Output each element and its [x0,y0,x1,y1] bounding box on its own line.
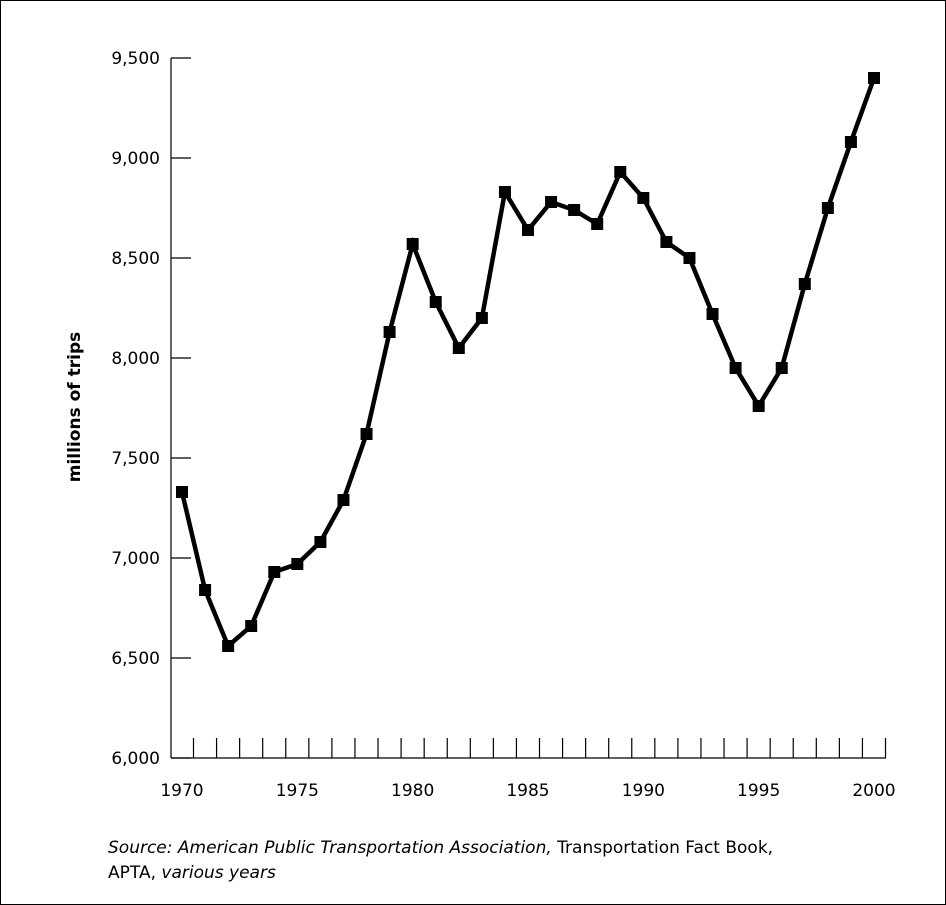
y-tick-label: 9,000 [111,149,160,169]
data-point [383,326,396,338]
x-tick-label: 1995 [737,781,780,801]
y-tick-label: 7,000 [111,549,160,569]
data-point [545,196,558,208]
series-line [179,77,877,650]
data-point [222,640,235,652]
data-point [844,136,857,148]
data-point [176,486,188,498]
data-point [821,202,834,214]
data-point [406,238,419,250]
x-tick-label: 2000 [852,781,895,801]
x-tick-label: 1970 [160,781,203,801]
data-point [475,312,488,324]
y-tick-label: 6,000 [111,749,160,769]
data-point [775,362,788,374]
source-years: various years [161,863,276,883]
data-point [452,342,465,354]
series-markers [176,72,880,652]
data-point [498,186,511,198]
x-tick-label: 1985 [506,781,549,801]
data-point [706,308,719,320]
data-point [568,204,581,216]
data-point [660,236,673,248]
source-book: Transportation Fact Book, [551,838,774,858]
data-point [245,620,258,632]
data-point [522,224,534,236]
data-point [729,362,742,374]
data-point [798,278,811,290]
source-note: Source: American Public Transportation A… [108,836,888,886]
data-point [637,192,650,204]
x-tick-label: 1980 [391,781,434,801]
y-axis: 6,000 6,500 7,000 7,500 8,000 8,500 9,000 9,500 [111,49,191,769]
y-tick-label: 7,500 [111,449,160,469]
data-point [291,558,304,570]
data-point [752,400,765,412]
y-axis-label: millions of trips [65,332,85,482]
data-point [360,428,373,440]
data-point [337,494,350,506]
data-point [429,296,442,308]
line-chart: 6,000 6,500 7,000 7,500 8,000 8,500 9,000 9,500… [65,49,896,801]
x-axis: 1970 1975 1980 1985 1990 1995 2000 [160,738,896,801]
data-point [314,536,327,548]
data-point [199,584,212,596]
y-tick-label: 8,000 [111,349,160,369]
data-point [868,72,880,84]
data-point [591,218,604,230]
data-point [614,166,627,178]
x-tick-label: 1990 [622,781,665,801]
source-org: Source: American Public Transportation A… [108,838,552,858]
source-publisher: APTA, [108,863,162,883]
y-tick-label: 9,500 [111,49,160,69]
x-tick-label: 1975 [276,781,319,801]
y-tick-label: 6,500 [111,649,160,669]
y-tick-label: 8,500 [111,249,160,269]
data-point [683,252,696,264]
data-point [268,566,281,578]
